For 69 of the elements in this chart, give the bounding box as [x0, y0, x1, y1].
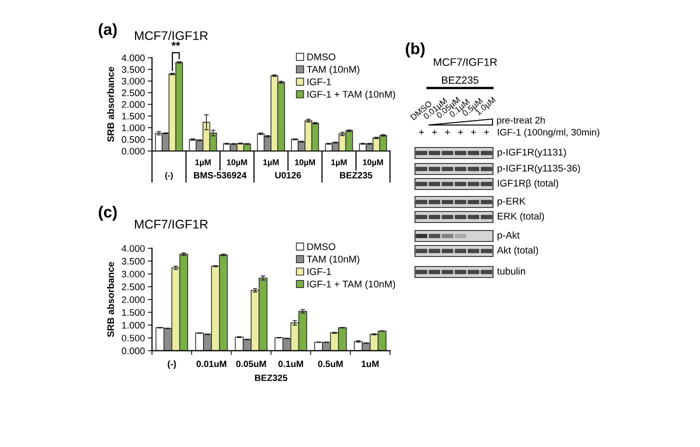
x-tick-label: (-)	[168, 360, 176, 369]
legend-label: DMSO	[307, 53, 336, 60]
legend-label: IGF-1 + TAM (10nM)	[307, 280, 396, 290]
y-tick-label: 3.000	[122, 270, 145, 278]
x-tick-label: 1µM	[263, 159, 279, 167]
y-tick-label: 3.500	[122, 258, 145, 265]
chart-title: (c)	[98, 206, 117, 221]
x-tick-label: 10µM	[363, 159, 383, 167]
chart-title: (a)	[98, 23, 117, 38]
y-tick-label: 1.500	[122, 112, 145, 120]
y-tick-label: 0.500	[122, 136, 145, 143]
text: tubulin	[497, 267, 526, 275]
text: BEZ235	[442, 76, 478, 84]
y-tick-label: 0.500	[122, 334, 145, 342]
legend-label: IGF-1	[307, 268, 331, 276]
x-tick-label: 0.01uM	[196, 360, 226, 368]
legend-label: IGF-1	[307, 78, 331, 86]
x-tick-label: 1µM	[331, 159, 347, 167]
x-tick-label: 0.5uM	[318, 360, 343, 368]
x-tick-label: 0.05uM	[236, 360, 266, 368]
text: (b)	[406, 42, 425, 58]
text: +	[471, 130, 476, 135]
y-tick-label: 3.500	[122, 66, 145, 73]
y-tick-label: 1.500	[122, 309, 145, 316]
y-tick-label: 0.000	[122, 148, 145, 155]
text: +	[432, 130, 437, 135]
text: BMS-536924	[194, 172, 247, 178]
x-tick-label: (-)	[165, 172, 173, 180]
text: Akt (total)	[497, 246, 538, 256]
text: p-IGF1R(y1135-36)	[498, 164, 580, 174]
text: p-ERK	[498, 198, 526, 207]
y-tick-label: 2.500	[122, 284, 145, 290]
text: +	[484, 130, 489, 135]
x-axis-title: BEZ325	[255, 374, 288, 382]
y-axis-title: SRB absorbance	[107, 262, 114, 338]
chart-subtitle: MCF7/IGF1R	[135, 30, 208, 40]
y-tick-label: 3.000	[122, 78, 145, 85]
x-tick-label: 1uM	[362, 360, 379, 368]
text: pre-treat 2h	[497, 116, 545, 126]
text: U0126	[275, 172, 301, 178]
legend-label: TAM (10nM)	[306, 255, 360, 264]
x-tick-label: 1µM	[195, 159, 211, 167]
y-tick-label: 4.000	[122, 54, 145, 62]
text: +	[445, 130, 450, 135]
y-tick-label: 0.000	[122, 348, 145, 354]
text: IGF-1 (100ng/ml, 30min)	[498, 128, 600, 138]
legend-label: DMSO	[307, 243, 336, 250]
legend-label: IGF-1 + TAM (10nM)	[307, 90, 396, 100]
text: +	[458, 130, 463, 135]
y-tick-label: 2.000	[122, 101, 145, 108]
text: +	[419, 130, 424, 135]
legend-label: TAM (10nM)	[306, 66, 360, 75]
y-tick-label: 2.500	[122, 90, 145, 96]
text: MCF7/IGF1R	[434, 58, 497, 66]
text: p-Akt	[498, 231, 520, 241]
y-tick-label: 2.000	[122, 296, 145, 304]
text: **	[172, 42, 180, 46]
y-tick-label: 1.000	[122, 124, 145, 132]
chart-subtitle: MCF7/IGF1R	[135, 219, 208, 229]
x-tick-label: 10µM	[227, 159, 247, 167]
x-tick-label: 0.1uM	[278, 360, 304, 368]
text: p-IGF1R(y1131)	[498, 148, 566, 158]
x-tick-label: 10µM	[295, 159, 315, 167]
text: IGF1Rβ (total)	[498, 179, 558, 189]
y-tick-label: 4.000	[122, 245, 145, 252]
text: ERK (total)	[498, 212, 544, 222]
y-tick-label: 1.000	[122, 322, 145, 329]
text: BEZ235	[340, 172, 372, 178]
y-axis-title: SRB absorbance	[107, 66, 114, 142]
